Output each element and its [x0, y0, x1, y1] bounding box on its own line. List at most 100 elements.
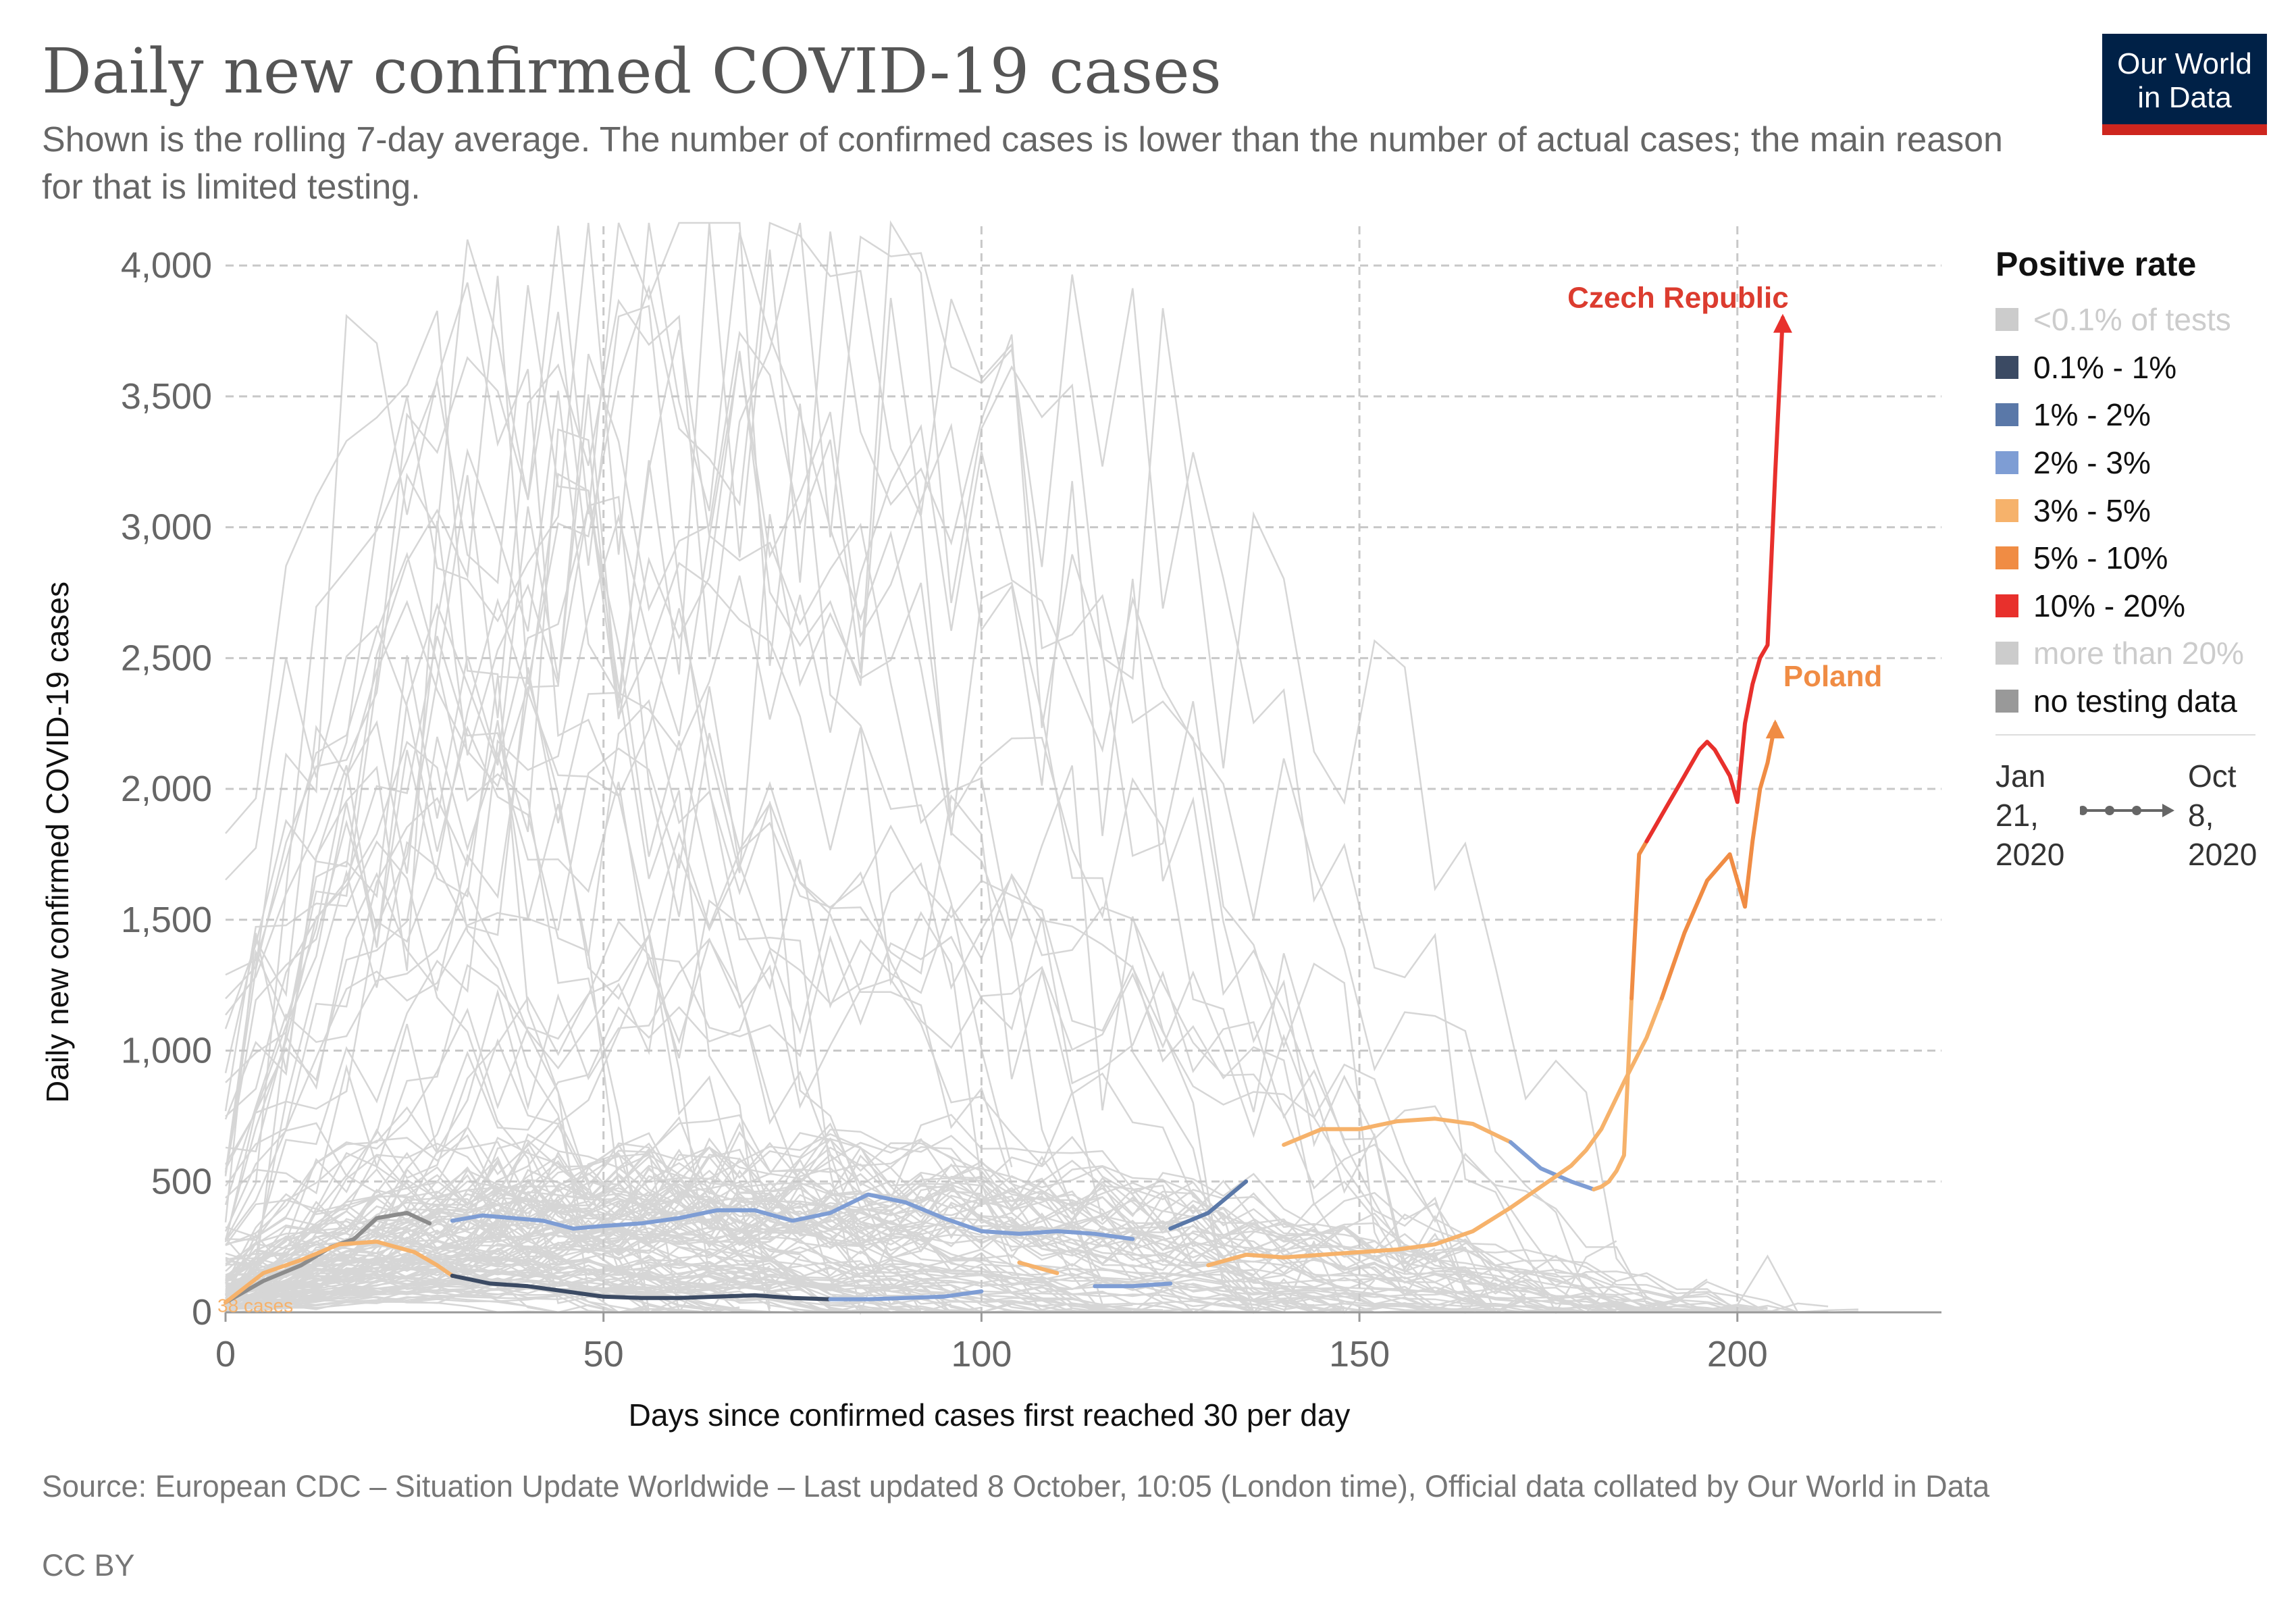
background-country-line	[225, 472, 1043, 1313]
series-segment-poland	[1659, 721, 1777, 1000]
legend-divider	[1995, 734, 2255, 736]
legend-item[interactable]: 3% - 5%	[1995, 486, 2244, 534]
y-axis-label: Daily new confirmed COVID-19 cases	[40, 581, 75, 1104]
series-end-arrow-icon	[1765, 719, 1785, 739]
timeline-start-date[interactable]: Jan 21, 2020	[1995, 758, 2065, 872]
background-country-line	[225, 1135, 1677, 1314]
legend-label: <0.1% of tests	[2033, 302, 2231, 338]
legend-swatch	[1995, 594, 2018, 617]
background-country-line	[224, 1116, 861, 1314]
license-link[interactable]: CC BY	[42, 1548, 135, 1583]
legend-swatch	[1995, 308, 2018, 332]
legend-label: 10% - 20%	[2033, 588, 2186, 623]
background-country-line	[225, 507, 891, 1314]
background-country-line	[225, 1174, 921, 1314]
series-segment-poland	[1206, 996, 1664, 1268]
y-tick-label: 3,000	[121, 507, 212, 548]
legend-item[interactable]: 10% - 20%	[1995, 582, 2244, 630]
x-tick-label: 200	[1707, 1334, 1768, 1374]
series-label-czech-republic: Czech Republic	[1567, 282, 1789, 315]
logo-line-2: in Data	[2137, 81, 2232, 114]
grid-lines	[226, 226, 1941, 1312]
series-label-poland: Poland	[1783, 660, 1883, 693]
background-country-line	[224, 423, 1708, 1314]
background-country-line	[225, 282, 771, 1291]
timeline-start-handle	[2080, 806, 2087, 815]
legend-label: more than 20%	[2033, 636, 2244, 671]
legend-swatch	[1995, 451, 2018, 475]
background-country-line	[225, 1132, 1012, 1314]
background-country-line	[224, 740, 650, 1313]
y-tick-label: 0	[192, 1292, 212, 1333]
y-tick-label: 1,500	[121, 900, 212, 940]
timeline-end-arrow-icon	[2162, 804, 2174, 817]
legend-swatch	[1995, 498, 2018, 522]
legend-label: 1% - 2%	[2033, 397, 2151, 433]
timeline-mid-marker	[2132, 806, 2141, 815]
background-country-line	[225, 1212, 1647, 1314]
background-country-line	[225, 1203, 1496, 1311]
background-country-line	[225, 514, 1527, 1314]
legend-item[interactable]: 5% - 10%	[1995, 534, 2244, 582]
legend-item[interactable]: 2% - 3%	[1995, 439, 2244, 487]
background-country-line	[224, 1136, 1012, 1314]
legend-label: 5% - 10%	[2033, 540, 2168, 576]
legend-item[interactable]: <0.1% of tests	[1995, 296, 2244, 344]
timeline-slider[interactable]	[2080, 800, 2174, 821]
legend-label: 3% - 5%	[2033, 492, 2151, 528]
series-lines	[224, 313, 1792, 1305]
series-segment-czech-republic	[1592, 996, 1634, 1191]
legend-swatch	[1995, 403, 2018, 427]
timeline-mid-marker	[2105, 806, 2114, 815]
series-segment-czech-republic	[450, 1192, 1135, 1241]
legend-item[interactable]: 1% - 2%	[1995, 391, 2244, 439]
series-segment-poland	[224, 1239, 454, 1305]
background-country-line	[225, 1281, 982, 1314]
owid-logo[interactable]: Our World in Data	[2102, 34, 2267, 135]
legend-title: Positive rate	[1995, 245, 2197, 283]
x-tick-label: 50	[583, 1334, 624, 1374]
legend-label: 0.1% - 1%	[2033, 349, 2177, 385]
background-country-line	[225, 1141, 831, 1314]
background-country-line	[225, 222, 1013, 1275]
x-tick-label: 0	[215, 1334, 236, 1374]
timeline-end-date[interactable]: Oct 8, 2020	[2188, 758, 2258, 872]
background-country-line	[225, 1155, 1858, 1314]
legend-item[interactable]: more than 20%	[1995, 629, 2244, 677]
background-country-line	[225, 1268, 710, 1314]
background-country-line	[225, 1259, 951, 1314]
background-country-line	[224, 871, 1647, 1314]
background-country-line	[224, 222, 1315, 1314]
background-country-line	[225, 1291, 1314, 1314]
background-country-line	[225, 1279, 1557, 1314]
logo-line-1: Our World	[2117, 47, 2252, 80]
background-country-line	[225, 1133, 951, 1314]
background-country-line	[224, 496, 922, 1313]
series-segment-czech-republic	[1629, 839, 1649, 1000]
series-segment-czech-republic	[1644, 315, 1785, 844]
series-segment-poland	[1017, 1260, 1060, 1275]
legend-item[interactable]: 0.1% - 1%	[1995, 344, 2244, 392]
axes: 0 500 1,000 1,500 2,000 2,500 3,000 3,500 4,000 0…	[121, 245, 1941, 1374]
background-country-line	[224, 220, 1799, 1314]
background-country-line	[225, 1179, 982, 1314]
background-country-line	[225, 298, 1526, 1314]
series-end-arrow-icon	[1773, 313, 1792, 333]
y-tick-label: 500	[151, 1161, 212, 1202]
source-note: Source: European CDC – Situation Update …	[42, 1469, 1990, 1503]
legend-item[interactable]: no testing data	[1995, 677, 2244, 725]
background-country-line	[224, 355, 1436, 1297]
series-labels: Czech Republic Poland	[1567, 282, 1882, 694]
positive-rate-legend: <0.1% of tests 0.1% - 1% 1% - 2% 2% - 3% 3% …	[1995, 296, 2244, 725]
x-tick-label: 100	[951, 1334, 1012, 1374]
x-tick-label: 150	[1329, 1334, 1390, 1374]
background-country-line	[225, 917, 1798, 1314]
chart-title: Daily new confirmed COVID-19 cases	[42, 35, 1222, 107]
y-tick-label: 4,000	[121, 245, 212, 286]
background-country-line	[224, 686, 1345, 1314]
chart-subtitle: Shown is the rolling 7-day average. The …	[42, 120, 2003, 207]
background-country-line	[224, 699, 1163, 1314]
y-tick-label: 3,500	[121, 376, 212, 417]
background-country-line	[225, 1180, 861, 1306]
